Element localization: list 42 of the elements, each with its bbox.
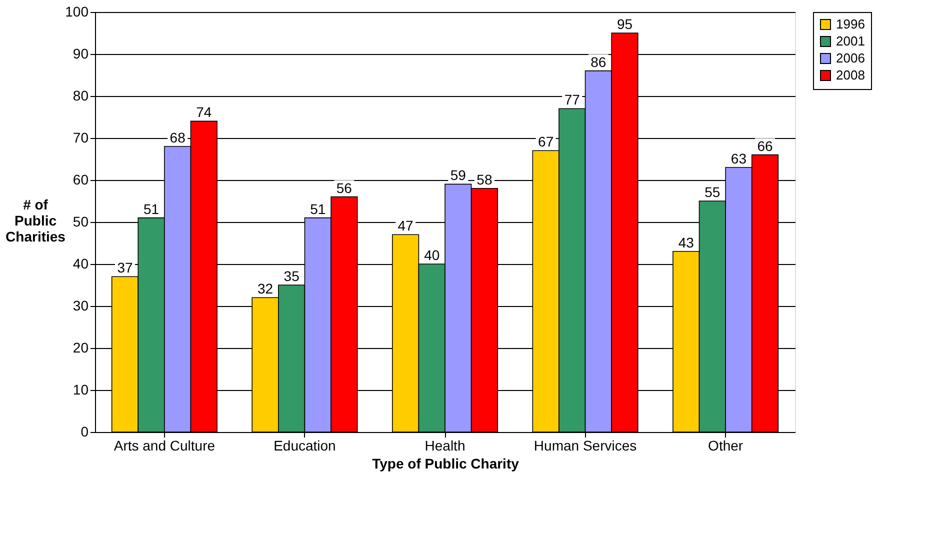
legend-label: 2008 <box>836 68 865 82</box>
y-tick-label: 40 <box>72 256 89 272</box>
data-label: 67 <box>538 134 554 150</box>
y-tick-label: 30 <box>72 298 89 314</box>
data-label: 63 <box>730 150 747 166</box>
y-tick-label: 50 <box>72 214 89 230</box>
y-tick-label: 10 <box>72 382 89 398</box>
data-label: 66 <box>757 138 774 154</box>
legend-label: 2006 <box>836 50 865 66</box>
data-label: 51 <box>310 200 326 217</box>
y-tick-label: 20 <box>72 340 89 356</box>
data-label: 51 <box>144 200 160 217</box>
x-tick-label: Education <box>274 438 336 454</box>
y-tick-label: 80 <box>72 88 89 104</box>
data-label: 74 <box>196 104 212 120</box>
data-label: 55 <box>704 184 720 200</box>
data-label: 77 <box>564 92 580 108</box>
data-label: 95 <box>616 16 633 32</box>
y-tick-label: 60 <box>72 172 89 188</box>
data-label: 56 <box>336 180 352 196</box>
y-tick-label: 70 <box>72 130 89 146</box>
y-tick-label: 100 <box>65 4 89 20</box>
x-tick-label: Health <box>424 438 466 454</box>
x-tick-label: Other <box>708 438 744 454</box>
data-label: 37 <box>117 260 133 276</box>
data-label: 86 <box>590 54 606 70</box>
x-axis-title: Type of Public Charity <box>372 456 520 472</box>
data-label: 47 <box>398 218 414 234</box>
y-tick-label: 0 <box>80 424 89 440</box>
x-tick-label: Arts and Culture <box>114 438 216 454</box>
legend-label: 1996 <box>836 16 865 32</box>
data-label: 59 <box>450 167 466 184</box>
y-tick-label: 90 <box>72 46 89 62</box>
data-label: 35 <box>284 268 300 284</box>
legend-label: 2001 <box>836 34 865 48</box>
data-label: 40 <box>424 247 440 263</box>
x-tick-label: Human Services <box>534 438 637 454</box>
data-label: 43 <box>678 234 694 250</box>
data-label: 68 <box>170 129 186 146</box>
y-axis-title: # of Public Charities <box>6 196 66 244</box>
data-label: 32 <box>257 280 274 297</box>
data-label: 58 <box>476 171 492 188</box>
